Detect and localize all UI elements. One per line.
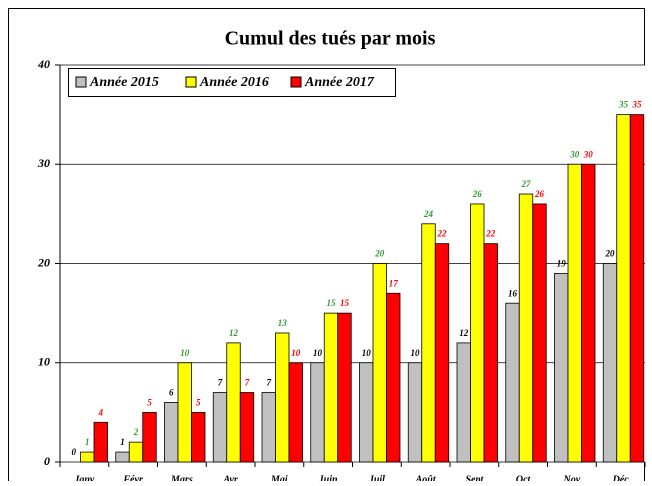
data-label: 26 <box>472 189 483 199</box>
bar <box>629 114 645 463</box>
bar <box>323 312 339 463</box>
x-tick-label: Oct <box>516 474 532 481</box>
data-label: 20 <box>374 249 385 259</box>
chart-title: Cumul des tués par mois <box>225 28 436 50</box>
bar <box>288 362 303 463</box>
data-label: 0 <box>72 447 77 457</box>
legend: Année 2015 Année 2016 Année 2017 <box>68 68 396 97</box>
y-tick-label: 0 <box>44 454 50 468</box>
data-label: 22 <box>437 229 448 239</box>
bar <box>372 263 387 463</box>
bar <box>275 332 290 463</box>
bar <box>483 243 498 463</box>
bar <box>177 362 192 463</box>
legend-label: Année 2016 <box>199 75 269 90</box>
bar <box>567 163 582 463</box>
bar <box>142 411 157 463</box>
data-label: 12 <box>459 328 469 338</box>
data-label: 5 <box>147 397 152 407</box>
data-label: 10 <box>313 348 323 358</box>
x-tick-label: Nov <box>563 474 581 481</box>
bar <box>456 342 471 463</box>
data-label: 26 <box>534 189 545 199</box>
data-label: 10 <box>411 348 421 358</box>
data-label: 17 <box>389 278 399 288</box>
y-tick-label: 40 <box>37 57 50 71</box>
data-label: 12 <box>229 328 239 338</box>
x-tick-label: Mars <box>170 474 193 481</box>
data-label: 30 <box>583 149 594 159</box>
bar <box>554 273 569 463</box>
data-label: 15 <box>340 298 350 308</box>
legend-label: Année 2015 <box>89 75 159 90</box>
x-tick-label: Févr <box>122 474 143 481</box>
bar <box>581 163 596 463</box>
bar <box>470 203 485 463</box>
bar <box>128 441 144 463</box>
bar <box>434 243 450 463</box>
x-tick-label: Avr <box>222 474 237 481</box>
data-label: 16 <box>508 288 518 298</box>
y-tick-label: 30 <box>37 156 50 170</box>
y-tick-label: 10 <box>38 355 50 369</box>
data-label: 7 <box>267 378 272 388</box>
bar <box>93 421 108 463</box>
data-label: 19 <box>557 258 567 268</box>
data-label: 7 <box>218 378 223 388</box>
data-label: 35 <box>632 100 643 110</box>
bar <box>386 292 401 463</box>
bar <box>602 263 618 463</box>
x-tick-label: Déc <box>612 474 630 481</box>
data-label: 5 <box>196 397 201 407</box>
bar <box>337 312 352 463</box>
bar <box>191 411 206 463</box>
legend-swatch <box>290 76 302 88</box>
bar <box>616 114 631 463</box>
x-tick-label: Janv <box>73 474 95 481</box>
x-tick-label: Août <box>415 474 437 481</box>
legend-box <box>68 68 396 97</box>
bar <box>532 203 547 463</box>
legend-label: Année 2017 <box>304 75 375 90</box>
bar <box>226 342 241 463</box>
x-tick-label: Sept <box>465 474 484 481</box>
bar <box>407 362 423 463</box>
data-label: 20 <box>605 249 616 259</box>
bar <box>239 392 255 463</box>
x-tick-label: Juin <box>318 474 338 481</box>
data-label: 10 <box>362 348 372 358</box>
x-tick-label: Juil <box>368 474 385 481</box>
bar <box>421 223 436 463</box>
data-label: 24 <box>423 209 434 219</box>
bar <box>518 193 534 463</box>
bar <box>212 392 228 463</box>
data-label: 1 <box>120 437 125 447</box>
data-label: 15 <box>327 298 337 308</box>
data-label: 30 <box>569 149 580 159</box>
bar <box>359 362 374 463</box>
bar <box>261 392 276 463</box>
bar <box>80 451 95 463</box>
bar <box>115 451 130 463</box>
bar <box>505 302 520 463</box>
data-label: 10 <box>180 348 190 358</box>
data-label: 1 <box>85 437 90 447</box>
data-label: 7 <box>245 378 250 388</box>
data-label: 35 <box>618 100 629 110</box>
data-label: 27 <box>521 179 532 189</box>
legend-swatch <box>185 76 197 88</box>
data-label: 2 <box>133 427 139 437</box>
y-tick-label: 20 <box>37 255 50 269</box>
data-label: 4 <box>98 407 104 417</box>
data-label: 6 <box>169 388 174 398</box>
bar <box>164 402 179 463</box>
data-label: 13 <box>278 318 288 328</box>
legend-swatch <box>75 76 87 88</box>
x-tick-label: Mai <box>270 474 288 481</box>
data-label: 10 <box>291 348 301 358</box>
data-label: 22 <box>485 229 496 239</box>
bar <box>310 362 325 463</box>
